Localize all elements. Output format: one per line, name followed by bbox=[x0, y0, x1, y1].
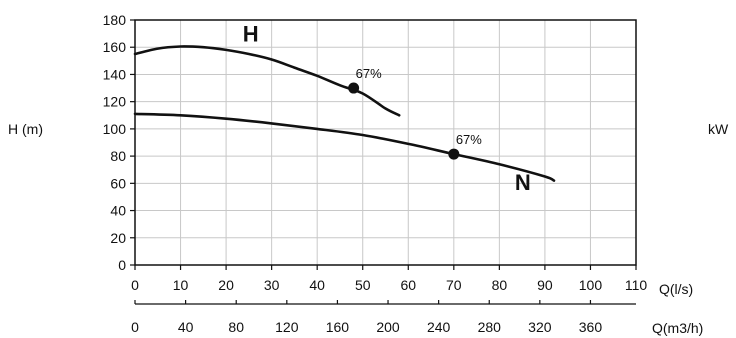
y-axis: 0 20 40 60 80 100 120 140 160 180 bbox=[103, 12, 135, 273]
efficiency-point-marker bbox=[448, 148, 460, 160]
x-tick-label: 100 bbox=[579, 277, 603, 293]
y-tick-label: 80 bbox=[110, 148, 126, 164]
y-axis-right-title: kW bbox=[708, 121, 729, 137]
x-tick-label: 10 bbox=[173, 277, 189, 293]
chart-series: HN bbox=[133, 22, 556, 195]
y-tick-label: 0 bbox=[118, 257, 126, 273]
x-tick-label: 40 bbox=[309, 277, 325, 293]
x-axis-primary: 0 10 20 30 40 50 60 70 80 90 100 110 bbox=[131, 265, 647, 293]
plot-area-frame bbox=[134, 19, 637, 266]
secondary-x-tick-label: 120 bbox=[275, 319, 299, 335]
x-tick-label: 70 bbox=[446, 277, 462, 293]
secondary-x-tick-label: 40 bbox=[178, 319, 194, 335]
x-tick-label: 110 bbox=[625, 277, 648, 293]
efficiency-point-marker bbox=[348, 82, 360, 94]
y-tick-label: 140 bbox=[103, 66, 127, 82]
efficiency-point-label: 67% bbox=[456, 132, 482, 147]
secondary-x-tick-label: 240 bbox=[427, 319, 451, 335]
x-tick-label: 90 bbox=[537, 277, 553, 293]
x-axis-title: Q(l/s) bbox=[659, 281, 693, 297]
chart-annotations: 67% 67% bbox=[348, 66, 482, 160]
x-tick-label: 50 bbox=[355, 277, 371, 293]
y-tick-label: 20 bbox=[110, 230, 126, 246]
y-tick-label: 180 bbox=[103, 12, 127, 28]
y-axis-title: H (m) bbox=[8, 121, 43, 137]
secondary-x-axis-title: Q(m3/h) bbox=[652, 320, 703, 336]
secondary-x-tick-label: 360 bbox=[579, 319, 603, 335]
secondary-x-tick-label: 320 bbox=[528, 319, 552, 335]
efficiency-point-label: 67% bbox=[356, 66, 382, 81]
series-label-h: H bbox=[243, 22, 259, 47]
series-line-h bbox=[133, 45, 401, 117]
x-tick-label: 20 bbox=[218, 277, 234, 293]
y-tick-label: 40 bbox=[110, 203, 126, 219]
y-tick-label: 160 bbox=[103, 39, 127, 55]
x-tick-label: 0 bbox=[131, 277, 139, 293]
secondary-x-tick-label: 200 bbox=[376, 319, 400, 335]
y-tick-label: 60 bbox=[110, 175, 126, 191]
y-tick-label: 120 bbox=[103, 94, 127, 110]
x-tick-label: 60 bbox=[400, 277, 416, 293]
secondary-x-tick-label: 280 bbox=[478, 319, 502, 335]
x-tick-label: 30 bbox=[264, 277, 280, 293]
series-line-n bbox=[133, 112, 556, 182]
secondary-x-tick-label: 0 bbox=[131, 319, 139, 335]
secondary-x-tick-label: 160 bbox=[326, 319, 350, 335]
y-tick-label: 100 bbox=[103, 121, 127, 137]
x-tick-label: 80 bbox=[492, 277, 508, 293]
series-label-n: N bbox=[515, 170, 531, 195]
secondary-x-tick-label: 80 bbox=[228, 319, 244, 335]
x-axis-secondary: 0 40 80 120 160 200 240 280 320 360 bbox=[131, 300, 636, 335]
